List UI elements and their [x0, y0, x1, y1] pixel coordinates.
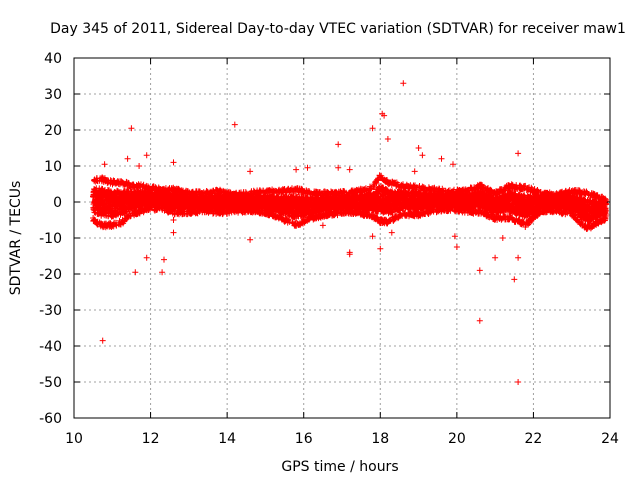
data-points	[90, 80, 610, 385]
y-tick-label: -20	[39, 267, 62, 283]
chart-title: Day 345 of 2011, Sidereal Day-to-day VTE…	[50, 21, 626, 37]
x-tick-label: 18	[371, 431, 389, 447]
x-tick-label: 24	[601, 431, 619, 447]
y-tick-label: 40	[44, 51, 62, 67]
y-tick-label: 0	[53, 195, 62, 211]
y-axis-tick-labels: -60 -50 -40 -30 -20 -10 0 10 20 30 40	[39, 51, 62, 427]
y-tick-label: -60	[39, 411, 62, 427]
x-tick-label: 20	[448, 431, 466, 447]
x-tick-label: 12	[142, 431, 160, 447]
y-tick-label: -50	[39, 375, 62, 391]
x-axis-tick-labels: 10 12 14 16 18 20 22 24	[65, 431, 619, 447]
x-tick-label: 10	[65, 431, 83, 447]
x-tick-label: 16	[295, 431, 313, 447]
y-tick-label: -40	[39, 339, 62, 355]
x-tick-label: 14	[218, 431, 236, 447]
y-tick-label: -10	[39, 231, 62, 247]
y-tick-label: 10	[44, 159, 62, 175]
y-tick-label: -30	[39, 303, 62, 319]
y-tick-label: 20	[44, 123, 62, 139]
grid-lines	[74, 58, 610, 418]
x-tick-label: 22	[525, 431, 543, 447]
y-tick-label: 30	[44, 87, 62, 103]
